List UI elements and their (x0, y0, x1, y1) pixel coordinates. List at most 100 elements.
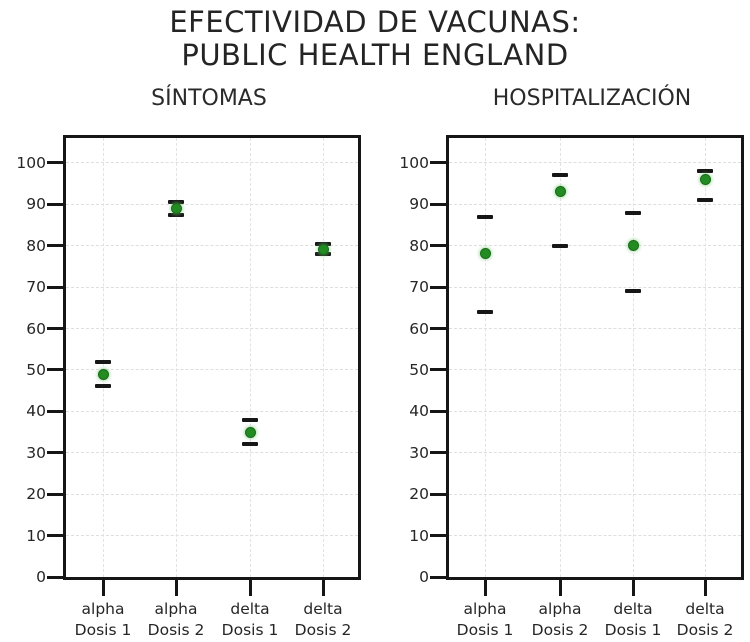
v-gridline (632, 138, 634, 577)
h-gridline (66, 535, 358, 537)
x-category-label: delta Dosis 2 (660, 599, 750, 641)
x-category-label-dose: Dosis 1 (74, 621, 132, 639)
x-category-label: delta Dosis 1 (205, 599, 295, 641)
y-tick-mark (430, 451, 446, 455)
x-category-label-variant: alpha (154, 600, 198, 618)
h-gridline (66, 493, 358, 495)
y-tick-mark (430, 492, 446, 496)
h-gridline (66, 203, 358, 205)
x-category-label-dose: Dosis 2 (147, 621, 205, 639)
h-gridline (66, 452, 358, 454)
x-tick-mark (558, 580, 562, 596)
y-tick-label: 100 (399, 153, 429, 172)
data-point (170, 202, 182, 214)
v-gridline (175, 138, 177, 577)
y-tick-label: 80 (409, 236, 429, 255)
y-tick-mark (47, 244, 63, 248)
x-category-label-dose: Dosis 2 (531, 621, 589, 639)
y-tick-mark (47, 492, 63, 496)
y-tick-mark (47, 202, 63, 206)
figure-title-line1: EFECTIVIDAD DE VACUNAS: (169, 5, 581, 39)
h-gridline (66, 245, 358, 247)
v-gridline (322, 138, 324, 577)
x-category-label-variant: alpha (81, 600, 125, 618)
x-tick-mark (483, 580, 487, 596)
y-tick-label: 70 (26, 278, 46, 297)
v-gridline (704, 138, 706, 577)
errorbar-cap-high (625, 210, 641, 215)
x-category-label-variant: delta (685, 600, 725, 618)
y-tick-label: 30 (26, 443, 46, 462)
errorbar-cap-high (315, 241, 331, 246)
v-gridline (102, 138, 104, 577)
y-tick-label: 20 (26, 485, 46, 504)
errorbar-cap-high (242, 417, 258, 422)
v-gridline (484, 138, 486, 577)
y-tick-label: 40 (409, 402, 429, 421)
data-point (554, 186, 566, 198)
x-category-label: alpha Dosis 1 (440, 599, 530, 641)
y-tick-label: 0 (36, 568, 46, 586)
h-gridline (66, 410, 358, 412)
y-tick-mark (47, 534, 63, 538)
y-tick-label: 50 (409, 360, 429, 379)
h-gridline (66, 286, 358, 288)
x-category-label: delta Dosis 1 (588, 599, 678, 641)
plot-area-hospitalizacion: 0 10 20 30 40 50 60 70 80 90 100 alpha Dosis 1 alpha D… (399, 135, 744, 639)
x-tick-mark (174, 580, 178, 596)
y-tick-mark (47, 409, 63, 413)
h-gridline (449, 369, 741, 371)
y-tick-label: 80 (26, 236, 46, 255)
y-tick-label: 50 (26, 360, 46, 379)
errorbar-cap-high (552, 173, 568, 178)
x-category-label-dose: Dosis 1 (456, 621, 514, 639)
x-tick-mark (101, 580, 105, 596)
h-gridline (449, 203, 741, 205)
errorbar-cap-high (95, 359, 111, 364)
x-category-label: delta Dosis 2 (278, 599, 368, 641)
x-category-label-dose: Dosis 1 (221, 621, 279, 639)
v-gridline (249, 138, 251, 577)
y-tick-mark (430, 327, 446, 330)
errorbar-cap-low (168, 212, 184, 217)
y-tick-mark (47, 327, 63, 330)
h-gridline (449, 245, 741, 247)
data-point (699, 173, 711, 185)
h-gridline (449, 328, 741, 329)
data-point (627, 240, 639, 252)
y-tick-label: 60 (26, 319, 46, 338)
errorbar-cap-high (697, 169, 713, 174)
y-tick-mark (430, 575, 446, 579)
y-tick-mark (47, 285, 63, 289)
h-gridline (449, 493, 741, 495)
h-gridline (449, 452, 741, 454)
plot-area-sintomas: 0 10 20 30 40 50 60 70 80 90 100 alpha Dosis 1 alpha D… (16, 135, 361, 639)
y-tick-mark (430, 534, 446, 538)
x-category-label-variant: delta (613, 600, 653, 618)
x-category-label-dose: Dosis 2 (294, 621, 352, 639)
subplot-title-sintomas: SÍNTOMAS (151, 86, 267, 111)
y-tick-mark (47, 368, 63, 372)
data-point (244, 426, 256, 438)
x-tick-mark (321, 580, 325, 596)
errorbar-cap-low (625, 289, 641, 294)
x-tick-mark (631, 580, 635, 596)
errorbar-cap-low (552, 243, 568, 248)
y-tick-label: 60 (409, 319, 429, 338)
y-tick-mark (430, 202, 446, 206)
data-point (479, 248, 491, 260)
y-tick-label: 10 (26, 526, 46, 545)
errorbar-cap-high (168, 200, 184, 205)
data-point (97, 368, 109, 380)
x-category-label: alpha Dosis 2 (131, 599, 221, 641)
y-tick-mark (47, 575, 63, 579)
x-category-label-variant: alpha (463, 600, 507, 618)
errorbar-cap-low (697, 198, 713, 203)
y-tick-mark (430, 244, 446, 248)
h-gridline (66, 328, 358, 329)
y-tick-label: 90 (409, 195, 429, 214)
h-gridline (66, 162, 358, 164)
figure-title: EFECTIVIDAD DE VACUNAS: PUBLIC HEALTH EN… (0, 6, 750, 72)
y-tick-mark (430, 368, 446, 372)
y-tick-label: 30 (409, 443, 429, 462)
